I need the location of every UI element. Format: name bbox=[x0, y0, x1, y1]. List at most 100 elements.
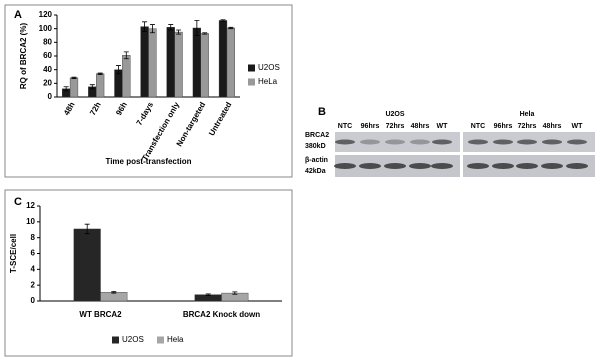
blot-band bbox=[410, 139, 430, 145]
row-label: 380kD bbox=[305, 143, 326, 150]
x-tick-label: 7-days bbox=[135, 100, 156, 127]
error-bar bbox=[149, 24, 155, 34]
lane-label: 96hrs bbox=[361, 123, 380, 130]
bar bbox=[140, 26, 149, 98]
blot-band bbox=[334, 163, 356, 169]
blot-band bbox=[409, 163, 431, 169]
blot-band bbox=[431, 163, 453, 169]
group-label: U2OS bbox=[385, 111, 404, 118]
legend-swatch bbox=[157, 336, 164, 344]
bar bbox=[174, 31, 183, 98]
row-label: BRCA2 bbox=[305, 132, 329, 139]
bar bbox=[148, 28, 157, 98]
error-bar bbox=[194, 20, 200, 36]
blot-image bbox=[335, 132, 460, 152]
error-bar bbox=[63, 86, 69, 92]
error-bar bbox=[228, 26, 234, 30]
x-tick-label: 72h bbox=[88, 100, 103, 117]
error-bar bbox=[232, 291, 238, 295]
lane-label: WT bbox=[572, 123, 584, 130]
y-tick-label: 12 bbox=[26, 201, 35, 210]
bar bbox=[122, 55, 131, 98]
legend-swatch bbox=[112, 336, 119, 344]
legend-swatch bbox=[248, 64, 255, 72]
y-tick-label: 20 bbox=[43, 78, 52, 87]
error-bar bbox=[89, 84, 95, 90]
x-axis-label: Time post-transfection bbox=[105, 157, 191, 166]
bar bbox=[96, 73, 105, 98]
blot-band bbox=[468, 139, 488, 145]
panel-label: B bbox=[318, 106, 326, 118]
blot-band bbox=[492, 163, 514, 169]
panel-a-frame bbox=[4, 4, 293, 178]
lane-label: 48hrs bbox=[411, 123, 430, 130]
y-tick-label: 0 bbox=[31, 296, 36, 305]
y-tick-label: 2 bbox=[31, 280, 36, 289]
lane-label: 72hrs bbox=[386, 123, 405, 130]
y-axis-label: T-SCE/cell bbox=[9, 234, 18, 273]
y-tick-label: 40 bbox=[43, 65, 52, 74]
error-bar bbox=[71, 76, 77, 79]
error-bar bbox=[168, 24, 174, 31]
y-tick-label: 10 bbox=[26, 217, 35, 226]
x-tick-label: BRCA2 Knock down bbox=[183, 310, 260, 319]
x-tick-label: WT BRCA2 bbox=[79, 310, 122, 319]
blot-band bbox=[384, 163, 406, 169]
blot-band bbox=[432, 139, 452, 145]
panel-c-frame bbox=[4, 189, 293, 357]
error-bar bbox=[111, 291, 117, 294]
error-bar bbox=[176, 29, 182, 35]
error-bar bbox=[123, 51, 129, 60]
error-bar bbox=[220, 19, 226, 22]
blot-band bbox=[385, 139, 405, 145]
blot-band bbox=[493, 139, 513, 145]
row-label: 42kDa bbox=[305, 168, 326, 175]
bar bbox=[69, 77, 79, 98]
y-tick-label: 6 bbox=[31, 249, 36, 258]
bar bbox=[73, 228, 101, 302]
blot-band bbox=[360, 139, 380, 145]
y-axis-label: RQ of BRCA2 (%) bbox=[19, 23, 28, 90]
lane-label: NTC bbox=[471, 123, 485, 130]
group-label: Hela bbox=[520, 111, 535, 118]
y-tick-label: 0 bbox=[48, 92, 53, 101]
lane-label: 72hrs bbox=[518, 123, 537, 130]
blot-band bbox=[541, 163, 563, 169]
bar bbox=[218, 20, 228, 98]
legend-label: HeLa bbox=[258, 77, 278, 86]
error-bar bbox=[142, 21, 148, 32]
error-bar bbox=[84, 223, 90, 235]
blot-band bbox=[516, 163, 538, 169]
blot-band bbox=[567, 139, 587, 145]
y-tick-label: 100 bbox=[39, 24, 53, 33]
legend-label: U2OS bbox=[122, 335, 144, 344]
error-bar bbox=[97, 72, 103, 75]
bar bbox=[166, 27, 175, 98]
error-bar bbox=[115, 65, 121, 75]
bar bbox=[200, 33, 209, 98]
row-label: β-actin bbox=[305, 157, 328, 164]
bar bbox=[192, 27, 201, 98]
y-tick-label: 120 bbox=[39, 10, 53, 19]
error-bar bbox=[202, 32, 208, 35]
panel-label: A bbox=[14, 9, 22, 21]
y-tick-label: 4 bbox=[31, 264, 36, 273]
blot-band bbox=[467, 163, 489, 169]
legend-label: Hela bbox=[167, 335, 184, 344]
blot-band bbox=[566, 163, 588, 169]
blot-band bbox=[359, 163, 381, 169]
x-tick-label: 96h bbox=[114, 100, 129, 117]
x-tick-label: 48h bbox=[62, 100, 77, 117]
legend-swatch bbox=[248, 78, 255, 86]
lane-label: 48hrs bbox=[543, 123, 562, 130]
y-tick-label: 60 bbox=[43, 51, 52, 60]
error-bar bbox=[205, 293, 211, 296]
panel-label: C bbox=[14, 196, 22, 208]
lane-label: WT bbox=[437, 123, 449, 130]
y-tick-label: 8 bbox=[31, 233, 36, 242]
blot-band bbox=[542, 139, 562, 145]
bar bbox=[100, 292, 128, 302]
legend-label: U2OS bbox=[258, 63, 280, 72]
bar bbox=[226, 27, 235, 98]
